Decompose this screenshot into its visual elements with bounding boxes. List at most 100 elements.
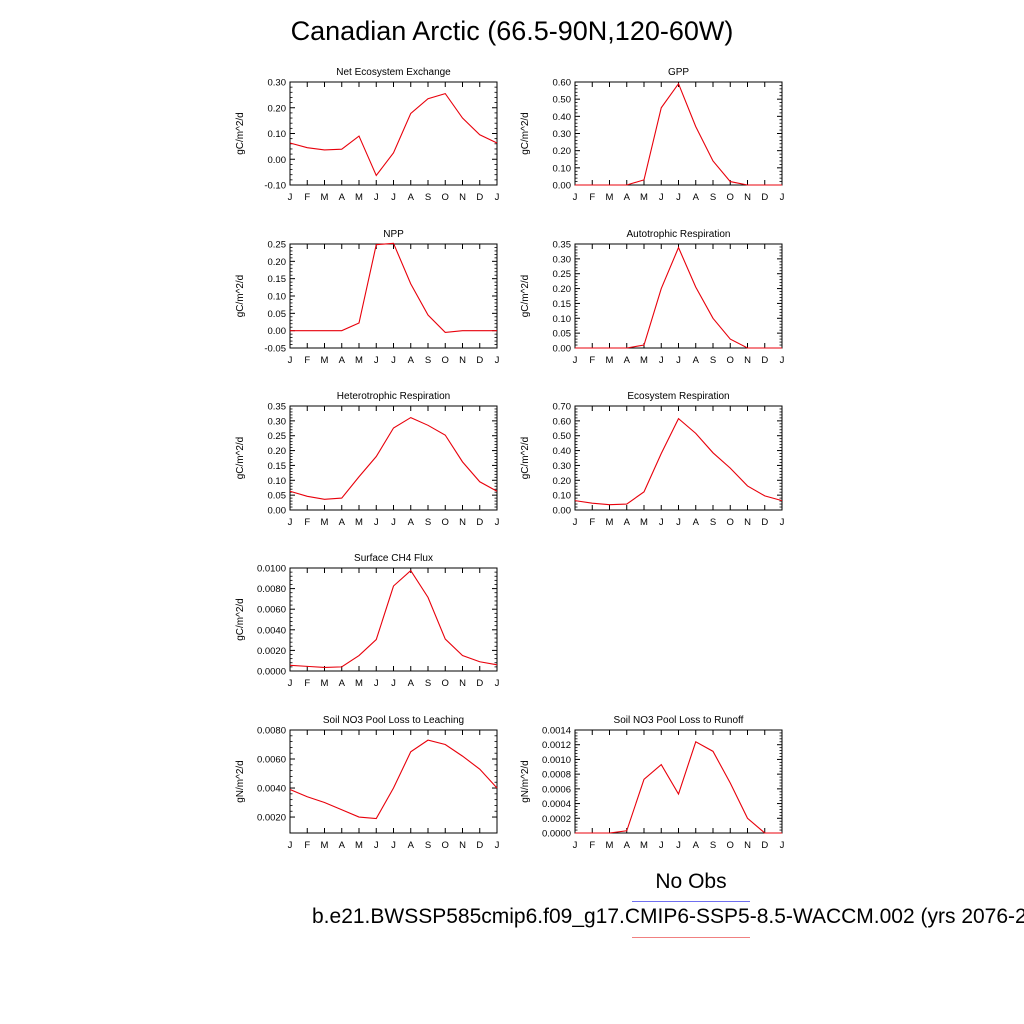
panel-frame <box>289 243 498 349</box>
x-tick-label: N <box>744 840 751 851</box>
y-tick-label: 0.05 <box>553 329 572 340</box>
x-tick-label: F <box>304 840 310 851</box>
x-tick-label: J <box>659 355 664 366</box>
x-tick-label: S <box>710 840 716 851</box>
panel-2: GPP gC/m^2/d 0.00 0.10 0.20 0.30 0.40 0.50 0.60 J… <box>520 67 785 203</box>
x-tick-label: S <box>710 355 716 366</box>
x-tick-label: S <box>425 517 431 528</box>
y-tick-label: 0.05 <box>268 491 287 502</box>
x-tick-label: J <box>495 192 500 203</box>
y-tick-label: 0.10 <box>268 129 287 140</box>
x-tick-label: A <box>693 840 700 851</box>
y-tick-label: 0.15 <box>553 299 572 310</box>
series-line-1 <box>289 739 498 820</box>
x-tick-label: J <box>288 678 293 689</box>
x-tick-label: A <box>339 517 346 528</box>
panel-5: Heterotrophic Respiration gC/m^2/d 0.00 0.0… <box>235 391 500 528</box>
y-tick-label: 0.40 <box>553 446 572 457</box>
x-tick-label: J <box>374 678 379 689</box>
x-tick-label: A <box>408 355 415 366</box>
y-tick-label: 0.40 <box>553 112 572 123</box>
y-tick-label: 0.70 <box>553 402 572 413</box>
y-axis-label: gN/m^2/d <box>235 760 246 803</box>
panel-frame <box>574 405 783 511</box>
y-tick-label: 0.20 <box>553 476 572 487</box>
panel-9: Soil NO3 Pool Loss to Runoff gN/m^2/d 0.00… <box>520 715 785 851</box>
panel-frame <box>289 405 498 511</box>
panel-title: Soil NO3 Pool Loss to Leaching <box>323 715 464 726</box>
x-tick-label: J <box>659 517 664 528</box>
y-tick-label: 0.20 <box>268 446 287 457</box>
x-tick-label: J <box>288 355 293 366</box>
x-tick-label: M <box>640 355 648 366</box>
x-tick-label: M <box>321 192 329 203</box>
y-axis-label: gN/m^2/d <box>520 760 531 803</box>
x-tick-label: D <box>476 192 483 203</box>
legend-no-obs-line <box>632 901 750 902</box>
page-title: Canadian Arctic (66.5-90N,120-60W) <box>290 16 734 46</box>
x-tick-label: J <box>780 192 785 203</box>
y-tick-label: 0.0020 <box>257 813 286 824</box>
panel-title: Net Ecosystem Exchange <box>336 67 451 78</box>
y-tick-label: 0.0004 <box>542 799 571 810</box>
x-tick-label: A <box>624 192 631 203</box>
y-tick-label: 0.0000 <box>542 829 571 840</box>
x-tick-label: J <box>780 517 785 528</box>
y-tick-label: -0.05 <box>264 344 286 355</box>
x-tick-label: F <box>589 355 595 366</box>
y-tick-label: 0.50 <box>553 431 572 442</box>
y-axis-label: gC/m^2/d <box>520 275 531 318</box>
x-tick-label: A <box>693 192 700 203</box>
x-tick-label: J <box>495 840 500 851</box>
x-tick-label: F <box>304 517 310 528</box>
y-tick-label: 0.0060 <box>257 605 286 616</box>
x-tick-label: O <box>727 517 734 528</box>
y-tick-label: 0.00 <box>553 506 572 517</box>
x-tick-label: M <box>321 517 329 528</box>
y-tick-label: 0.15 <box>268 461 287 472</box>
x-tick-label: N <box>459 517 466 528</box>
x-tick-label: J <box>391 517 396 528</box>
x-tick-label: S <box>425 355 431 366</box>
panel-title: Heterotrophic Respiration <box>337 391 450 402</box>
y-tick-label: 0.0014 <box>542 726 571 737</box>
x-tick-label: M <box>606 517 614 528</box>
y-tick-label: 0.30 <box>553 461 572 472</box>
x-tick-label: M <box>355 517 363 528</box>
y-tick-label: 0.20 <box>553 284 572 295</box>
x-tick-label: N <box>744 192 751 203</box>
series-line-1 <box>575 82 782 186</box>
panel-4: Autotrophic Respiration gC/m^2/d 0.00 0.05 0… <box>520 229 785 366</box>
panel-6: Ecosystem Respiration gC/m^2/d 0.00 0.10 0.2… <box>520 391 785 528</box>
series-line-1 <box>575 740 782 834</box>
y-tick-label: 0.0100 <box>257 564 286 575</box>
x-tick-label: M <box>321 678 329 689</box>
x-tick-label: M <box>355 840 363 851</box>
x-tick-label: A <box>339 355 346 366</box>
panel-frame <box>574 729 783 834</box>
y-tick-label: 0.15 <box>268 274 287 285</box>
x-tick-label: M <box>606 355 614 366</box>
y-axis-label: gC/m^2/d <box>520 437 531 480</box>
y-tick-label: 0.20 <box>553 146 572 157</box>
y-tick-label: 0.0008 <box>542 770 571 781</box>
x-tick-label: J <box>659 192 664 203</box>
y-tick-label: 0.0040 <box>257 625 286 636</box>
x-tick-label: S <box>425 840 431 851</box>
y-tick-label: 0.30 <box>268 78 287 89</box>
y-tick-label: 0.0060 <box>257 755 286 766</box>
x-tick-label: A <box>408 192 415 203</box>
y-tick-label: 0.0000 <box>257 667 286 678</box>
y-tick-label: 0.60 <box>553 416 572 427</box>
x-tick-label: D <box>761 192 768 203</box>
x-tick-label: F <box>304 355 310 366</box>
y-tick-label: 0.60 <box>553 78 572 89</box>
y-tick-label: 0.10 <box>553 314 572 325</box>
y-tick-label: 0.0080 <box>257 726 286 737</box>
y-axis-label: gC/m^2/d <box>235 437 246 480</box>
x-tick-label: M <box>606 840 614 851</box>
x-tick-label: O <box>442 840 449 851</box>
y-tick-label: 0.30 <box>268 416 287 427</box>
y-tick-label: 0.20 <box>268 103 287 114</box>
x-tick-label: M <box>640 840 648 851</box>
